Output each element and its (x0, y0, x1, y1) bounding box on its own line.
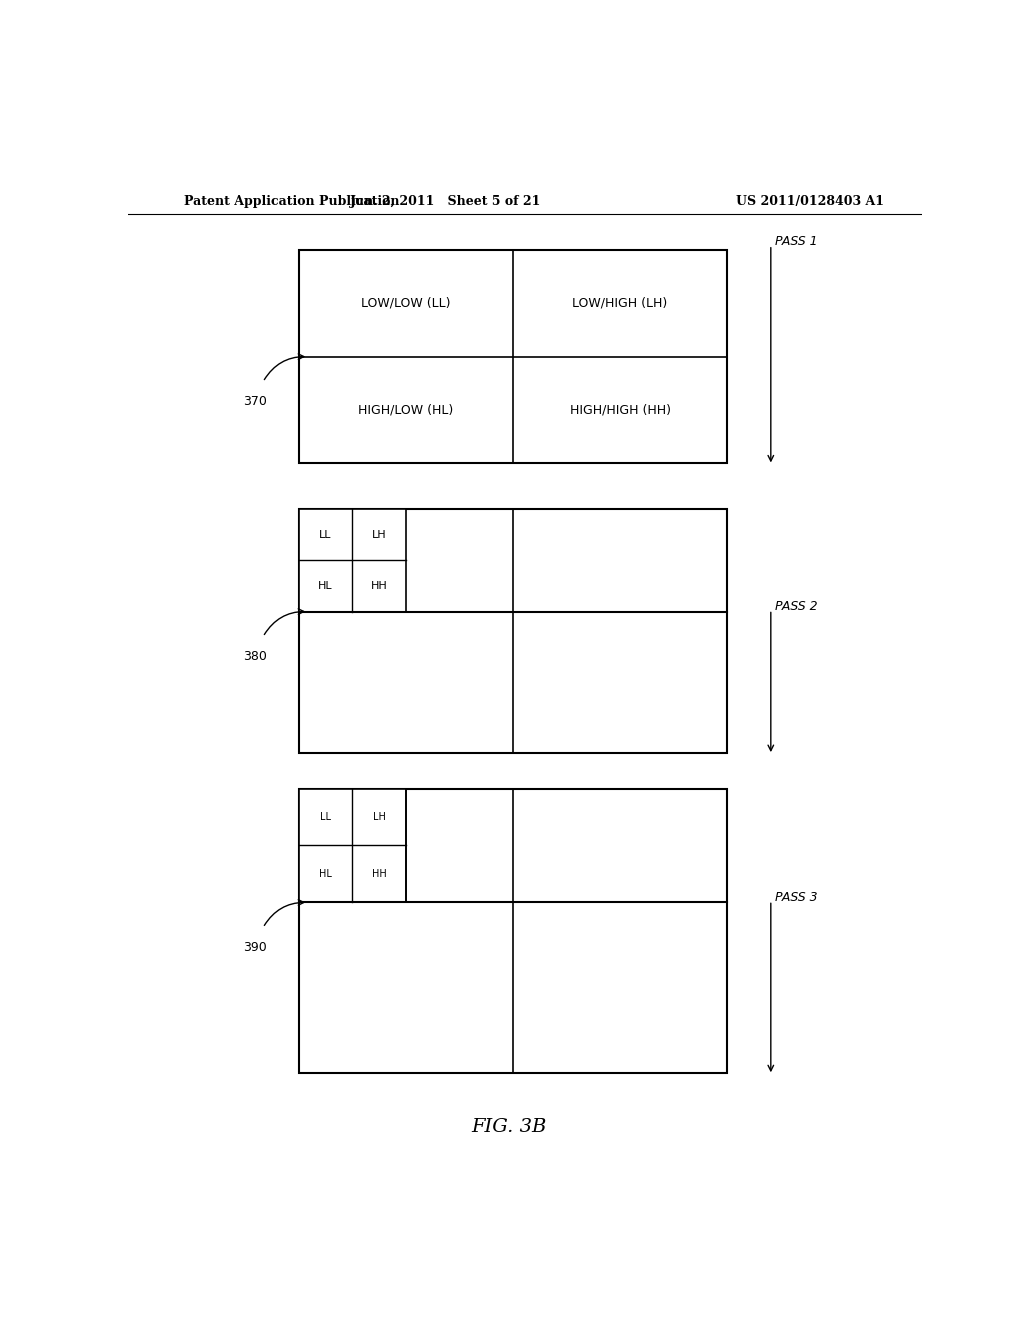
Text: FIG. 3B: FIG. 3B (471, 1118, 547, 1137)
Text: HL: HL (318, 581, 333, 591)
Text: 370: 370 (243, 395, 267, 408)
Text: PASS 3: PASS 3 (775, 891, 817, 904)
Text: HH: HH (372, 869, 386, 879)
Text: 380: 380 (243, 651, 267, 663)
Bar (299, 510, 727, 752)
Text: Jun. 2, 2011   Sheet 5 of 21: Jun. 2, 2011 Sheet 5 of 21 (350, 194, 541, 207)
Text: 390: 390 (243, 941, 267, 954)
Text: LH: LH (373, 812, 385, 822)
Text: HIGH/HIGH (HH): HIGH/HIGH (HH) (569, 404, 671, 416)
Bar (299, 788, 727, 1073)
Text: PASS 2: PASS 2 (775, 599, 817, 612)
Text: LL: LL (319, 529, 332, 540)
Text: Patent Application Publication: Patent Application Publication (183, 194, 399, 207)
Bar (299, 249, 727, 463)
Text: LH: LH (372, 529, 386, 540)
Text: LOW/LOW (LL): LOW/LOW (LL) (361, 297, 451, 310)
Bar (299, 788, 406, 903)
Text: HL: HL (318, 869, 332, 879)
Text: LOW/HIGH (LH): LOW/HIGH (LH) (572, 297, 668, 310)
Text: HH: HH (371, 581, 387, 591)
Bar (299, 510, 406, 611)
Text: HIGH/LOW (HL): HIGH/LOW (HL) (358, 404, 454, 416)
Text: PASS 1: PASS 1 (775, 235, 817, 248)
Text: US 2011/0128403 A1: US 2011/0128403 A1 (736, 194, 885, 207)
Text: LL: LL (319, 812, 331, 822)
